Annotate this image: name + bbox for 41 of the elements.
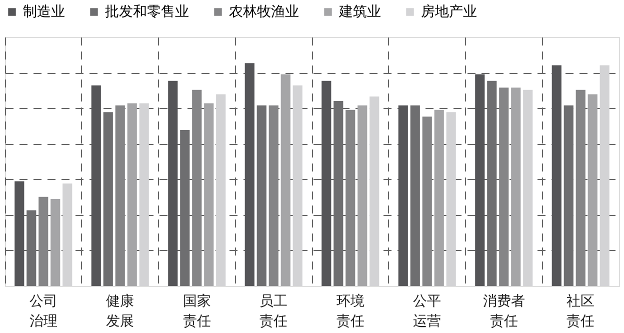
x-tick-label: 消费者责任 — [482, 294, 525, 330]
bar — [358, 105, 368, 286]
x-tick-label: 公平运营 — [413, 294, 442, 330]
bar — [434, 110, 444, 286]
bar — [204, 103, 214, 286]
bar — [322, 80, 332, 286]
bar — [91, 85, 101, 286]
bar — [422, 116, 432, 286]
bar — [398, 105, 408, 286]
bar — [346, 110, 356, 286]
bar — [14, 181, 24, 286]
x-tick-label: 公司治理 — [29, 294, 58, 330]
legend-label: 房地产业 — [421, 4, 477, 20]
bar — [268, 105, 278, 286]
bar — [103, 112, 113, 286]
bar — [499, 88, 509, 286]
bar — [38, 196, 48, 286]
bar — [511, 88, 521, 286]
bar — [127, 103, 137, 286]
bar — [552, 65, 562, 286]
legend-label: 农林牧渔业 — [229, 4, 299, 20]
legend-label: 制造业 — [23, 4, 65, 20]
bar — [115, 105, 125, 286]
legend-label: 建筑业 — [338, 4, 381, 20]
bar — [50, 199, 60, 286]
x-tick-label: 社区责任 — [566, 294, 595, 330]
bar — [192, 90, 202, 286]
x-tick-label: 健康发展 — [106, 294, 134, 330]
bar — [410, 105, 420, 286]
x-tick-label: 员工责任 — [260, 294, 288, 330]
bar — [475, 74, 485, 286]
bar — [588, 94, 598, 286]
bar — [564, 105, 574, 286]
x-tick-label: 国家责任 — [182, 294, 211, 330]
bar — [168, 80, 178, 286]
legend-label: 批发和零售业 — [105, 4, 189, 20]
bar — [256, 105, 266, 286]
x-tick-label: 环境责任 — [336, 294, 364, 330]
bar — [576, 90, 586, 286]
bar — [280, 74, 290, 286]
bar — [244, 63, 254, 286]
